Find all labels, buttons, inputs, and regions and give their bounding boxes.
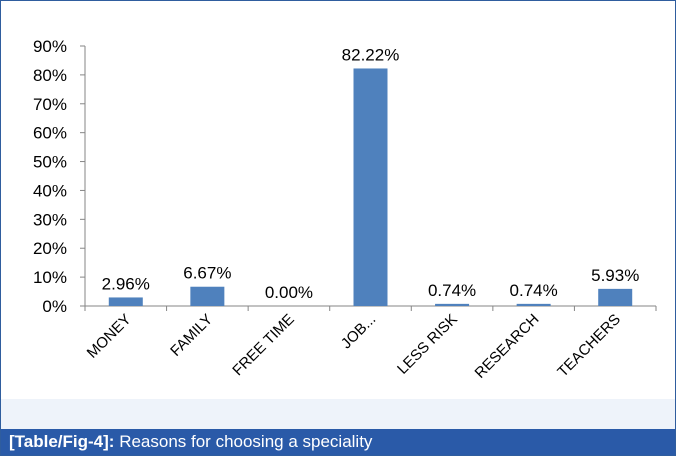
bar [190, 286, 225, 306]
x-category-label: JOB... [338, 311, 379, 352]
bar [353, 68, 388, 306]
data-label: 0.00% [265, 283, 313, 302]
x-category-label: MONEY [84, 311, 135, 362]
caption-text: Reasons for choosing a speciality [119, 432, 373, 451]
x-category-label: FREE TIME [229, 311, 297, 379]
y-tick-label: 40% [33, 181, 67, 200]
y-tick-label: 10% [33, 268, 67, 287]
bar [516, 303, 551, 306]
chart-area: 0% 10% 20% 30% 40% 50% 60% 70% 80% 90% 2.96% MONEY 6… [1, 1, 675, 399]
bar-chart: 0% 10% 20% 30% 40% 50% 60% 70% 80% 90% 2.96% MONEY 6… [33, 37, 657, 382]
y-tick-label: 50% [33, 153, 67, 172]
data-label: 0.74% [428, 281, 476, 300]
caption-label: [Table/Fig-4]: [9, 432, 120, 451]
y-tick-label: 30% [33, 210, 67, 229]
data-label: 6.67% [183, 264, 231, 283]
y-tick-label: 70% [33, 95, 67, 114]
y-tick-label: 0% [42, 297, 67, 316]
bar [108, 297, 143, 306]
data-label: 2.96% [102, 274, 150, 293]
data-label: 5.93% [591, 266, 639, 285]
data-label: 0.74% [510, 281, 558, 300]
data-label: 82.22% [342, 45, 400, 64]
y-tick-label: 20% [33, 239, 67, 258]
bar [435, 303, 470, 306]
x-category-label: FAMILY [167, 311, 216, 360]
y-tick-label: 60% [33, 124, 67, 143]
x-category-label: RESEARCH [472, 311, 543, 382]
y-tick-label: 90% [33, 37, 67, 56]
y-tick-label: 80% [33, 66, 67, 85]
bar [598, 288, 633, 306]
figure-caption: [Table/Fig-4]: Reasons for choosing a sp… [1, 429, 675, 455]
x-category-label: LESS RISK [394, 311, 461, 378]
x-category-label: TEACHERS [554, 311, 624, 381]
